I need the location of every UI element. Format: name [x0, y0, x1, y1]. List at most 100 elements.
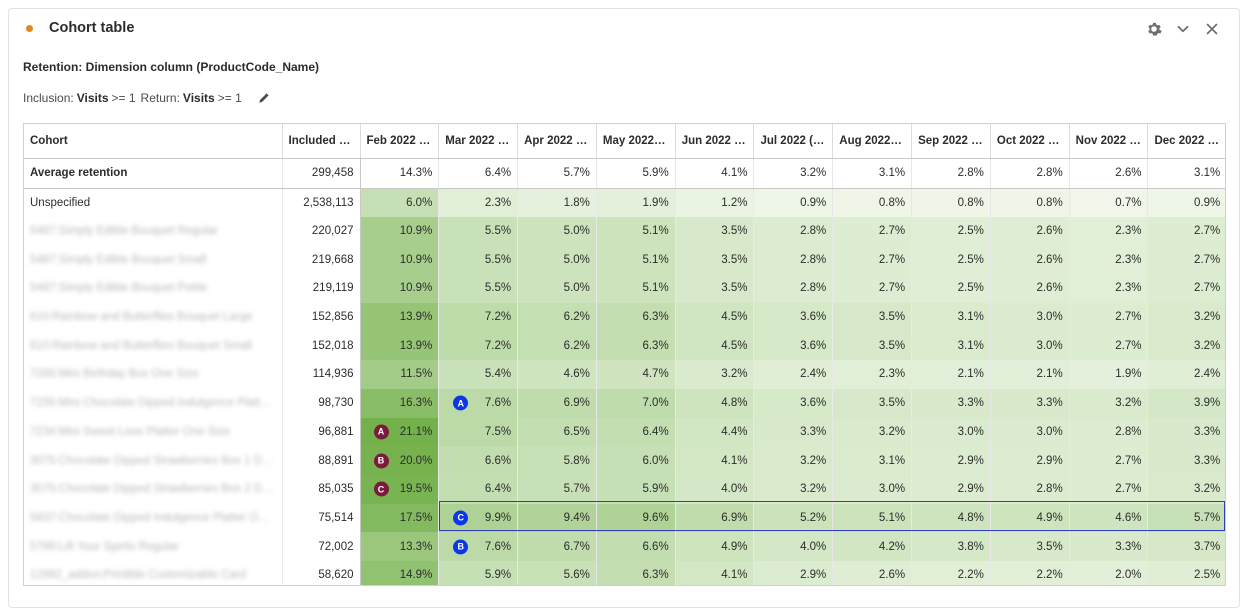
retention-cell[interactable]: 6.0%: [360, 188, 440, 217]
retention-cell[interactable]: 2.7%: [1069, 331, 1149, 361]
retention-cell[interactable]: 3.2%: [753, 446, 834, 475]
cohort-label[interactable]: 7265:Mini Birthday Box One Size: [24, 360, 283, 389]
table-row[interactable]: 5487:Simply Edible Bouquet Regular 220,02…: [24, 216, 1225, 246]
retention-cell[interactable]: 3.2%: [753, 158, 834, 189]
column-header-cohort[interactable]: Cohort: [24, 124, 283, 159]
column-header[interactable]: Aug 2022 (A...: [832, 124, 913, 159]
retention-cell[interactable]: 2.9%: [990, 446, 1070, 475]
retention-cell[interactable]: 6.9%: [517, 388, 597, 418]
retention-cell[interactable]: 3.5%: [675, 216, 755, 246]
retention-cell[interactable]: 13.3%: [360, 532, 440, 561]
column-header[interactable]: Apr 2022 (A...: [517, 124, 597, 159]
cohort-label[interactable]: Unspecified: [24, 188, 283, 217]
table-row[interactable]: 5487:Simply Edible Bouquet Petite 219,119…: [24, 274, 1225, 303]
retention-cell[interactable]: 2.8%: [990, 474, 1070, 504]
table-row[interactable]: 7265:Mini Birthday Box One Size 114,936 11…: [24, 360, 1225, 389]
retention-cell[interactable]: 2.7%: [1147, 274, 1225, 303]
retention-cell[interactable]: 2.8%: [990, 158, 1070, 189]
retention-cell[interactable]: 6.4%: [438, 474, 519, 504]
retention-cell[interactable]: 6.2%: [517, 331, 597, 361]
retention-cell[interactable]: 5.7%: [517, 474, 597, 504]
retention-cell[interactable]: 6.3%: [596, 302, 676, 332]
retention-cell[interactable]: 9.6%: [596, 503, 676, 533]
retention-cell[interactable]: 6.7%: [517, 532, 597, 561]
retention-cell[interactable]: 3.5%: [832, 302, 913, 332]
retention-cell[interactable]: 13.9%: [360, 302, 440, 332]
retention-cell[interactable]: 2.6%: [832, 560, 913, 585]
retention-cell[interactable]: 3.6%: [753, 302, 834, 332]
retention-cell[interactable]: 2.6%: [990, 245, 1070, 275]
close-icon[interactable]: [1201, 18, 1223, 40]
retention-cell[interactable]: 3.8%: [911, 532, 991, 561]
retention-cell[interactable]: 3.2%: [1147, 302, 1225, 332]
retention-cell[interactable]: 0.7%: [1069, 188, 1149, 217]
cohort-label[interactable]: 3075:Chocolate Dipped Strawberries Box 2…: [24, 474, 283, 504]
retention-cell[interactable]: 3.3%: [1147, 417, 1225, 447]
retention-cell[interactable]: 3.3%: [1147, 446, 1225, 475]
gear-icon[interactable]: [1143, 18, 1165, 40]
retention-cell[interactable]: 2.7%: [832, 274, 913, 303]
retention-cell[interactable]: 3.1%: [911, 331, 991, 361]
retention-cell[interactable]: 2.7%: [832, 216, 913, 246]
retention-cell[interactable]: 5.5%: [438, 245, 519, 275]
retention-cell[interactable]: 5.7%: [1147, 503, 1225, 533]
cohort-label[interactable]: 5799:Lift Your Spirits Regular: [24, 532, 283, 561]
retention-cell[interactable]: 3.9%: [1147, 388, 1225, 418]
retention-cell[interactable]: 3.1%: [832, 446, 913, 475]
retention-cell[interactable]: 5.0%: [517, 245, 597, 275]
retention-cell[interactable]: 6.4%: [596, 417, 676, 447]
column-header[interactable]: Jul 2022 (Jul ...: [753, 124, 834, 159]
retention-cell[interactable]: 2.6%: [990, 274, 1070, 303]
retention-cell[interactable]: 5.9%: [596, 474, 676, 504]
retention-cell[interactable]: 2.1%: [990, 360, 1070, 389]
table-row[interactable]: 610:Rainbow and Butterflies Bouquet Smal…: [24, 331, 1225, 361]
retention-cell[interactable]: 17.5%: [360, 503, 440, 533]
retention-cell[interactable]: 3.0%: [911, 417, 991, 447]
cohort-label[interactable]: 12992_addon:Printible Customizable Card: [24, 560, 283, 585]
retention-cell[interactable]: 3.0%: [990, 302, 1070, 332]
retention-cell[interactable]: 13.9%: [360, 331, 440, 361]
retention-cell[interactable]: 6.6%: [438, 446, 519, 475]
retention-cell[interactable]: 2.9%: [911, 474, 991, 504]
retention-cell[interactable]: 7.2%: [438, 331, 519, 361]
retention-cell[interactable]: 3.3%: [753, 417, 834, 447]
retention-cell[interactable]: 6.4%: [438, 158, 519, 189]
retention-cell[interactable]: 4.8%: [675, 388, 755, 418]
cohort-label[interactable]: 5487:Simply Edible Bouquet Petite: [24, 274, 283, 303]
retention-cell[interactable]: 3.2%: [1069, 388, 1149, 418]
retention-cell[interactable]: 3.2%: [832, 417, 913, 447]
column-header[interactable]: Feb 2022 (Fe...: [360, 124, 440, 159]
retention-cell[interactable]: 5.1%: [832, 503, 913, 533]
table-row[interactable]: 3075:Chocolate Dipped Strawberries Box 2…: [24, 474, 1225, 504]
retention-cell[interactable]: 5.1%: [596, 216, 676, 246]
retention-cell[interactable]: 4.7%: [596, 360, 676, 389]
retention-cell[interactable]: 2.9%: [753, 560, 834, 585]
retention-cell[interactable]: 6.3%: [596, 331, 676, 361]
retention-cell[interactable]: 2.9%: [911, 446, 991, 475]
retention-cell[interactable]: 11.5%: [360, 360, 440, 389]
retention-cell[interactable]: 5.1%: [596, 274, 676, 303]
retention-cell[interactable]: 9.4%: [517, 503, 597, 533]
retention-cell[interactable]: 3.5%: [990, 532, 1070, 561]
retention-cell[interactable]: 6.6%: [596, 532, 676, 561]
retention-cell[interactable]: 19.5% C: [360, 474, 440, 504]
retention-cell[interactable]: 6.5%: [517, 417, 597, 447]
retention-cell[interactable]: 2.8%: [753, 216, 834, 246]
retention-cell[interactable]: 7.0%: [596, 388, 676, 418]
retention-cell[interactable]: 6.9%: [675, 503, 755, 533]
retention-cell[interactable]: 2.7%: [1069, 302, 1149, 332]
retention-cell[interactable]: 2.7%: [832, 245, 913, 275]
retention-cell[interactable]: 3.3%: [990, 388, 1070, 418]
retention-cell[interactable]: 4.8%: [911, 503, 991, 533]
retention-cell[interactable]: 4.5%: [675, 331, 755, 361]
column-header[interactable]: Sep 2022 (Se...: [911, 124, 991, 159]
table-row[interactable]: 7235:Mini Chocolate Dipped Indulgence Pl…: [24, 388, 1225, 418]
retention-cell[interactable]: 3.2%: [1147, 331, 1225, 361]
retention-cell[interactable]: 2.8%: [753, 245, 834, 275]
retention-cell[interactable]: 2.6%: [1069, 158, 1149, 189]
retention-cell[interactable]: 5.0%: [517, 274, 597, 303]
cohort-label[interactable]: 5487:Simply Edible Bouquet Small: [24, 245, 283, 275]
retention-cell[interactable]: 2.7%: [1069, 474, 1149, 504]
retention-cell[interactable]: 1.8%: [517, 188, 597, 217]
cohort-label[interactable]: 610:Rainbow and Butterflies Bouquet Smal…: [24, 331, 283, 361]
